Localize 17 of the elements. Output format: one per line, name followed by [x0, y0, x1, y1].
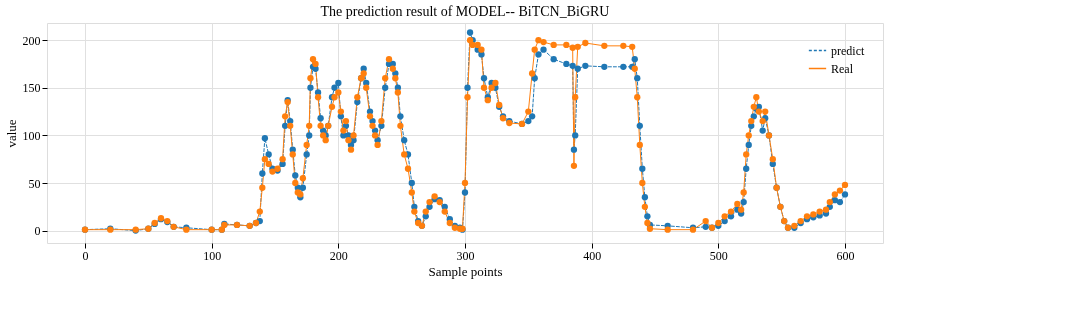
x-tick-label: 100 — [203, 248, 222, 263]
y-tick-label: 50 — [28, 176, 41, 191]
y-tick-label: 200 — [22, 33, 41, 48]
legend-label: predict — [831, 43, 865, 58]
x-axis-title: Sample points — [428, 263, 503, 279]
y-tick-label: 100 — [22, 128, 41, 143]
chart-title: The prediction result of MODEL-- BiTCN_BiGRU — [320, 4, 610, 19]
x-tick-label: 500 — [709, 248, 728, 263]
x-tick-label: 400 — [583, 248, 602, 263]
x-tick-label: 300 — [456, 248, 475, 263]
y-axis-title: value — [3, 119, 19, 148]
legend-label: Real — [831, 61, 854, 76]
x-tick-label: 600 — [836, 248, 855, 263]
x-tick-label: 0 — [82, 248, 89, 263]
y-tick-label: 0 — [34, 224, 41, 239]
x-tick-label: 200 — [329, 248, 348, 263]
y-tick-label: 150 — [22, 81, 41, 96]
